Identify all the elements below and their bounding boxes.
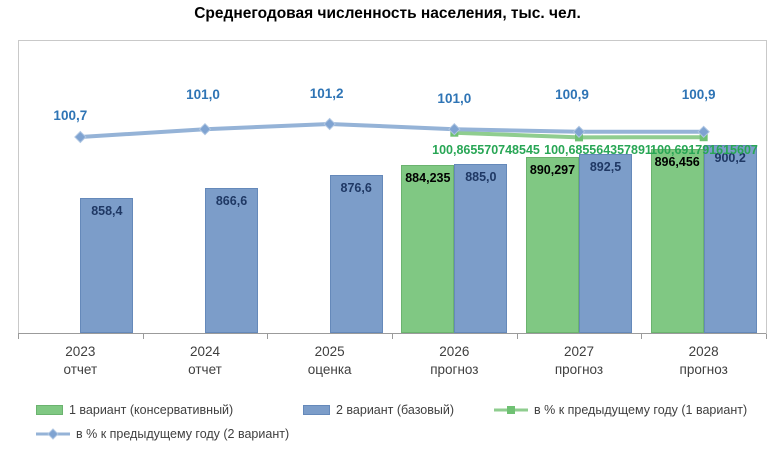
percent-label-variant1: 100,691791615607 — [650, 143, 758, 157]
x-axis-year: 2027 — [563, 344, 594, 359]
bar-variant2-2024 — [205, 187, 258, 333]
legend-label: в % к предыдущему году (2 вариант) — [76, 427, 290, 441]
percent-label-variant1: 100,685564357891 — [544, 143, 652, 157]
x-axis-tick — [267, 334, 269, 339]
plot-area — [18, 40, 767, 334]
percent-label-variant2: 100,9 — [681, 87, 716, 102]
percent-label-variant2: 101,0 — [437, 91, 472, 106]
bar-variant2-2023 — [80, 198, 134, 333]
x-axis-tick — [641, 334, 643, 339]
x-axis-tick — [516, 334, 518, 339]
chart-title: Среднегодовая численность населения, тыс… — [194, 5, 581, 22]
x-axis-sublabel: отчет — [188, 362, 222, 377]
bar-value-label: 884,235 — [405, 171, 451, 186]
percent-label-variant2: 100,7 — [53, 108, 88, 123]
legend-item-variant2-bar: 2 вариант (базовый) — [303, 403, 454, 417]
legend-item-variant1-line: в % к предыдущему году (1 вариант) — [494, 403, 747, 417]
bar-value-label: 858,4 — [91, 204, 123, 219]
x-axis-label-2025: 2025 оценка — [267, 343, 392, 379]
bar-variant2-2027 — [579, 154, 632, 333]
x-axis-label-2023: 2023 отчет — [18, 343, 143, 379]
bar-value-label: 890,297 — [529, 163, 576, 178]
x-axis-label-2028: 2028 прогноз — [641, 343, 766, 379]
legend-item-variant2-line: в % к предыдущему году (2 вариант) — [36, 427, 289, 441]
x-axis-year: 2023 — [65, 344, 96, 359]
x-axis-tick — [766, 334, 767, 339]
x-axis-label-2027: 2027 прогноз — [517, 343, 642, 379]
bar-value-label: 896,456 — [654, 155, 700, 170]
green-line-marker-icon — [494, 406, 528, 414]
bar-value-label: 876,6 — [340, 180, 372, 195]
percent-label-variant2: 101,0 — [186, 87, 220, 102]
bar-variant2-2025 — [329, 174, 383, 333]
legend-label: 1 вариант (консервативный) — [69, 403, 234, 417]
legend-item-variant1-bar: 1 вариант (консервативный) — [36, 403, 233, 417]
bar-variant1-2028 — [650, 149, 704, 333]
x-axis-year: 2026 — [439, 344, 470, 359]
x-axis-sublabel: прогноз — [554, 362, 604, 377]
x-axis-sublabel: отчет — [63, 362, 98, 377]
x-axis-sublabel: прогноз — [430, 362, 479, 377]
x-axis-sublabel: прогноз — [679, 362, 728, 377]
bar-value-label: 900,2 — [714, 150, 746, 165]
bar-variant1-2027 — [526, 157, 579, 333]
green-bar-swatch-icon — [36, 405, 63, 415]
x-axis-year: 2025 — [314, 344, 345, 359]
x-axis-label-2024: 2024 отчет — [143, 343, 268, 379]
x-axis-year: 2024 — [189, 344, 220, 359]
x-axis-year: 2028 — [688, 344, 719, 359]
bar-value-label: 892,5 — [589, 160, 622, 175]
legend-label: в % к предыдущему году (1 вариант) — [534, 403, 748, 417]
x-axis-tick — [142, 334, 144, 339]
legend-label: 2 вариант (базовый) — [336, 403, 455, 417]
x-axis-tick — [392, 334, 393, 339]
blue-line-marker-icon — [36, 428, 70, 440]
x-axis-label-2026: 2026 прогноз — [392, 343, 517, 379]
bar-variant1-2026 — [401, 165, 455, 333]
x-axis-line — [18, 333, 766, 334]
blue-bar-swatch-icon — [303, 405, 330, 415]
bar-variant2-2026 — [454, 164, 508, 333]
x-axis-tick — [18, 334, 19, 339]
percent-label-variant1: 100,865570748545 — [432, 143, 540, 157]
percent-label-variant2: 100,9 — [555, 87, 589, 102]
percent-label-variant2: 101,2 — [309, 86, 344, 101]
x-axis-sublabel: оценка — [307, 362, 352, 377]
bar-value-label: 885,0 — [465, 170, 497, 185]
bar-variant2-2028 — [703, 144, 757, 333]
bar-value-label: 866,6 — [215, 193, 248, 208]
